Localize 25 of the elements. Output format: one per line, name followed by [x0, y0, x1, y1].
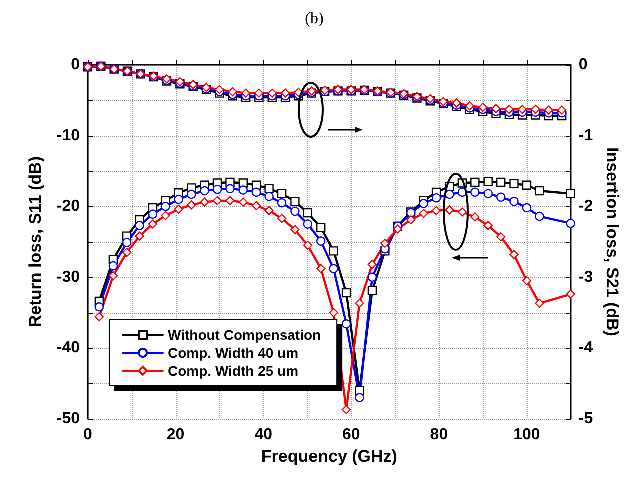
legend-label: Without Compensation [168, 327, 322, 343]
y-tick-label: -10 [56, 127, 80, 144]
legend-label: Comp. Width 40 um [168, 345, 299, 361]
legend-label: Comp. Width 25 um [168, 363, 299, 379]
y2-tick-label: -5 [578, 410, 594, 428]
y2-tick-label: -2 [578, 198, 594, 216]
y2-tick-label: -4 [578, 340, 594, 357]
chart-title: (b) [305, 10, 324, 28]
y-tick-label: -30 [56, 268, 80, 286]
y-tick-label: 0 [71, 56, 80, 74]
x-tick-label: 40 [254, 426, 273, 444]
y-tick-label: -50 [56, 410, 80, 428]
y2-tick-label: -1 [578, 127, 594, 144]
y-axis-title: Return loss, S11 (dB) [26, 156, 45, 328]
x-tick-label: 60 [342, 426, 360, 444]
x-tick-label: 20 [166, 426, 185, 444]
x-tick-label: 0 [84, 426, 93, 444]
y-tick-label: -40 [56, 340, 80, 357]
y2-tick-label: -3 [578, 268, 594, 286]
x-axis-title: Frequency (GHz) [261, 446, 398, 466]
x-tick-label: 100 [514, 426, 540, 444]
y-tick-label: -20 [56, 198, 80, 216]
y2-tick-label: 0 [578, 56, 588, 74]
x-tick-label: 80 [430, 426, 448, 444]
y2-axis-title: Insertion loss, S21 (dB) [603, 148, 622, 336]
